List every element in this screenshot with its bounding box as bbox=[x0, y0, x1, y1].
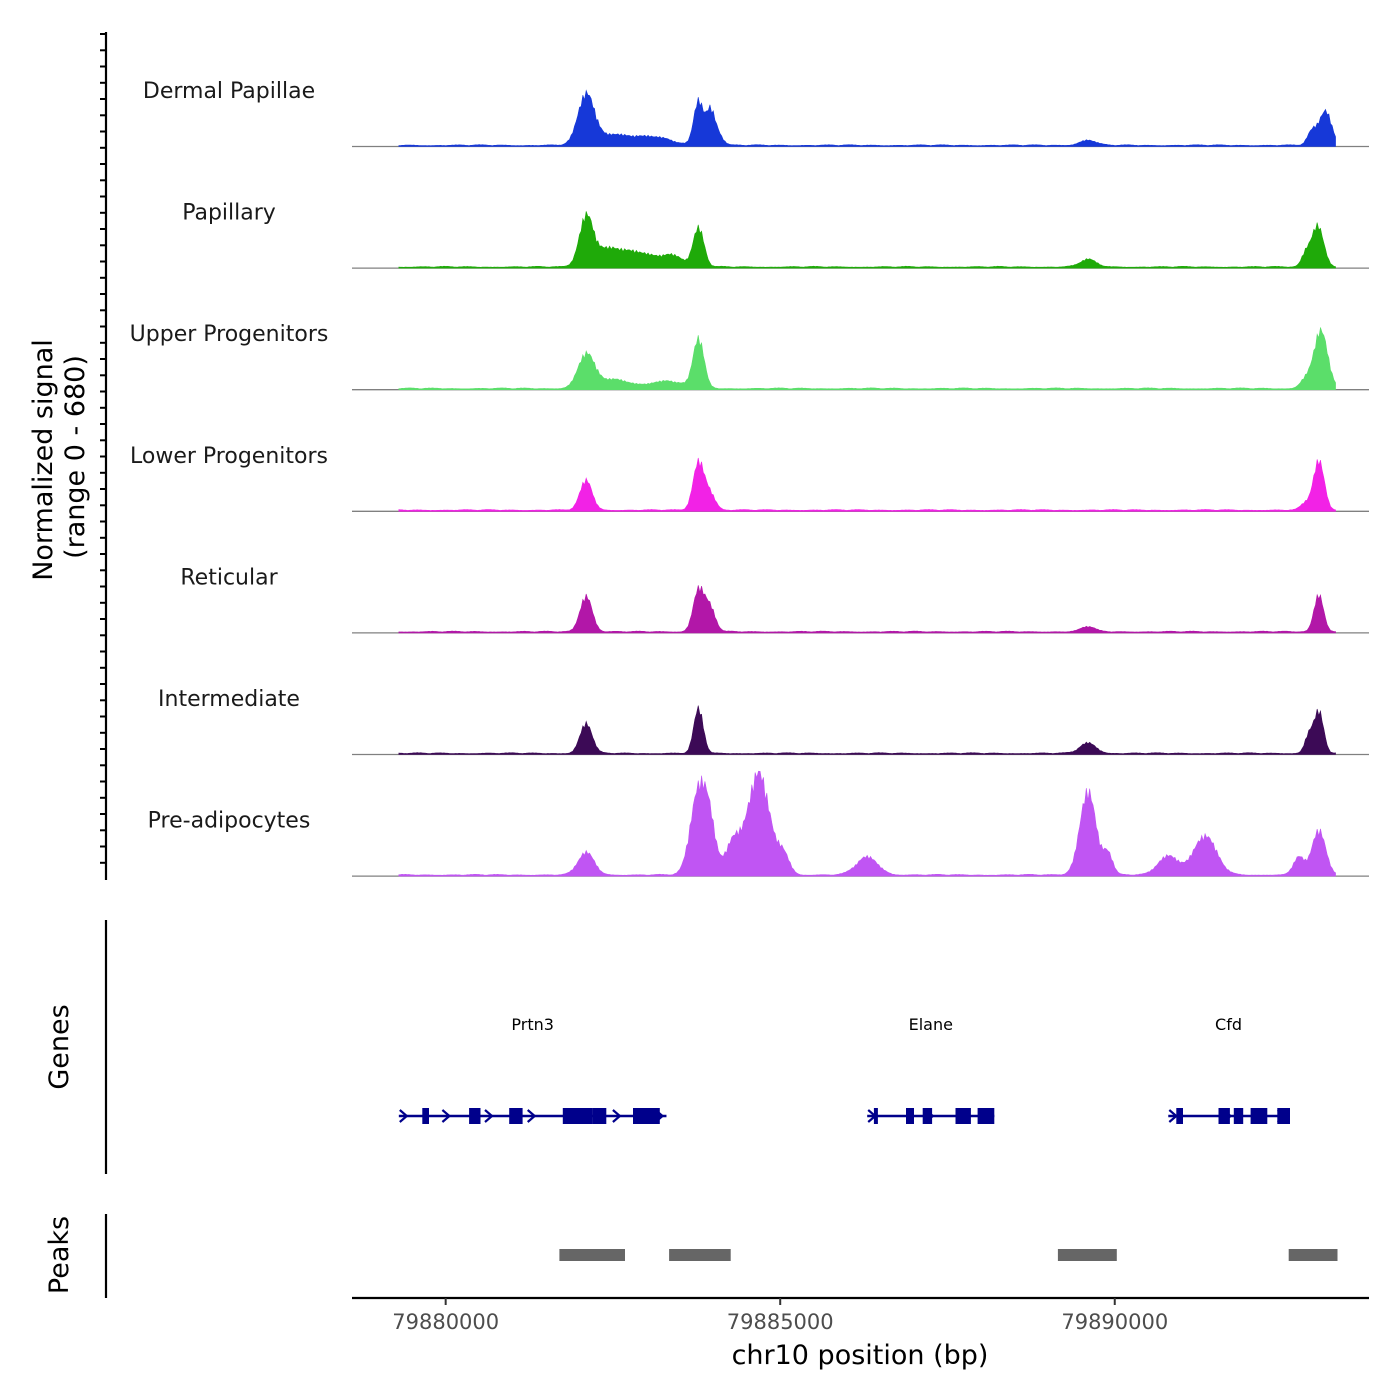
strand-arrow bbox=[526, 1109, 537, 1123]
gene-exon bbox=[422, 1108, 429, 1124]
gene-cfd: Cfd bbox=[1168, 1015, 1290, 1124]
coverage-area bbox=[398, 705, 1336, 755]
gene-exon bbox=[469, 1108, 481, 1124]
strand-arrow bbox=[484, 1109, 494, 1123]
gene-exon bbox=[1277, 1108, 1290, 1124]
track-papillary: Papillary bbox=[182, 201, 1369, 269]
coverage-area bbox=[398, 327, 1336, 390]
gene-exon bbox=[592, 1108, 607, 1124]
track-label: Dermal Papillae bbox=[143, 79, 315, 104]
strand-arrow bbox=[441, 1109, 452, 1123]
x-tick-label: 79890000 bbox=[1061, 1310, 1168, 1334]
strand-arrow bbox=[399, 1109, 409, 1123]
coverage-area bbox=[398, 457, 1336, 512]
gene-prtn3: Prtn3 bbox=[398, 1015, 667, 1124]
track-intermediate: Intermediate bbox=[158, 687, 1369, 756]
signal-y-axis-ticks bbox=[100, 33, 106, 864]
coverage-area bbox=[398, 89, 1336, 147]
track-upper-progenitors: Upper Progenitors bbox=[130, 322, 1369, 391]
gene-label: Cfd bbox=[1215, 1015, 1242, 1034]
gene-label: Elane bbox=[909, 1015, 953, 1034]
gene-exon bbox=[955, 1108, 971, 1124]
peak-region-track bbox=[559, 1249, 1338, 1261]
track-label: Reticular bbox=[180, 565, 278, 590]
track-label: Intermediate bbox=[158, 687, 300, 712]
coverage-area bbox=[398, 211, 1336, 269]
peak-region bbox=[1057, 1249, 1117, 1261]
gene-exon bbox=[977, 1108, 995, 1124]
track-label: Upper Progenitors bbox=[130, 322, 329, 347]
peak-region bbox=[1288, 1249, 1338, 1261]
y-axis-title-line1: Normalized signal bbox=[28, 339, 59, 581]
gene-exon bbox=[906, 1108, 914, 1124]
coverage-area bbox=[398, 585, 1336, 634]
gene-exon bbox=[562, 1108, 593, 1124]
genes-panel-title: Genes bbox=[44, 1004, 75, 1089]
gene-elane: Elane bbox=[867, 1015, 995, 1124]
x-tick-label: 79880000 bbox=[392, 1310, 499, 1334]
gene-annotation-track: Prtn3 Elane Cfd bbox=[398, 1015, 1290, 1124]
x-axis: 79880000 79885000 79890000 bbox=[352, 1296, 1369, 1334]
track-label: Papillary bbox=[182, 201, 276, 226]
peaks-panel-title: Peaks bbox=[44, 1216, 75, 1294]
gene-exon bbox=[873, 1108, 878, 1124]
track-label: Lower Progenitors bbox=[130, 444, 328, 469]
gene-exon bbox=[1176, 1108, 1183, 1124]
coverage-area bbox=[398, 770, 1336, 877]
gene-exon bbox=[509, 1108, 523, 1124]
gene-exon bbox=[1250, 1108, 1268, 1124]
gene-label: Prtn3 bbox=[511, 1015, 554, 1034]
signal-tracks: Dermal Papillae Papillary Upper Progenitor… bbox=[130, 79, 1369, 877]
gene-exon bbox=[922, 1108, 933, 1124]
strand-arrow bbox=[612, 1109, 622, 1123]
signal-y-axis bbox=[100, 32, 108, 880]
track-reticular: Reticular bbox=[180, 565, 1369, 634]
peak-region bbox=[669, 1249, 731, 1261]
track-dermal-papillae: Dermal Papillae bbox=[143, 79, 1369, 148]
peak-region bbox=[559, 1249, 625, 1261]
track-lower-progenitors: Lower Progenitors bbox=[130, 444, 1369, 512]
track-label: Pre-adipocytes bbox=[148, 809, 311, 834]
gene-exon bbox=[1218, 1108, 1230, 1124]
y-axis-title-line2: (range 0 - 680) bbox=[60, 355, 91, 559]
x-tick-label: 79885000 bbox=[727, 1310, 834, 1334]
track-pre-adipocytes: Pre-adipocytes bbox=[148, 770, 1369, 877]
x-axis-title: chr10 position (bp) bbox=[732, 1340, 989, 1371]
gene-exon bbox=[633, 1108, 660, 1124]
gene-exon bbox=[1233, 1108, 1244, 1124]
